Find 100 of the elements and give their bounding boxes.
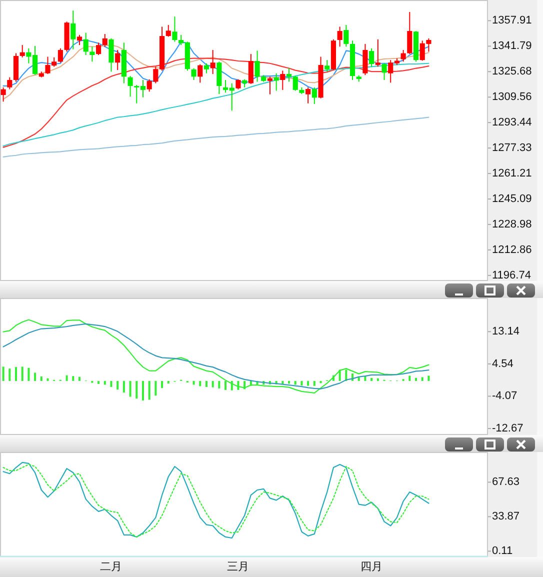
bar (415, 378, 417, 381)
x-tick-label: 二月 (100, 561, 122, 573)
candlestick (236, 78, 241, 90)
candlestick (108, 38, 114, 72)
y-tick-label: 1293.44 (492, 116, 532, 129)
y-tick-label: 1341.79 (492, 40, 532, 52)
candlestick (58, 48, 63, 64)
candlestick (306, 86, 311, 104)
candlestick (375, 38, 380, 68)
candlestick (20, 44, 25, 58)
line-series (2, 116, 430, 158)
bar (199, 380, 202, 386)
bar (15, 367, 17, 381)
candlestick (274, 72, 279, 92)
y-tick-label: 4.54 (492, 358, 514, 370)
y-tick-label: -12.67 (492, 422, 524, 435)
candlestick (324, 60, 330, 72)
candlestick (198, 64, 203, 84)
y-tick-label: 1309.56 (492, 91, 532, 104)
bar (8, 368, 11, 381)
y-tick-label: 1357.91 (492, 14, 532, 27)
bar (34, 372, 36, 381)
bar (28, 368, 30, 381)
candlestick (369, 48, 374, 68)
bar (300, 380, 303, 386)
y-tick-label: 0.11 (492, 545, 513, 558)
candlestick (267, 76, 273, 95)
bar (129, 380, 132, 397)
candlestick (286, 68, 292, 82)
candlestick (312, 86, 317, 104)
bar (364, 376, 366, 381)
candlestick (292, 76, 298, 92)
candlestick (115, 49, 120, 71)
bar (122, 380, 125, 393)
bar (294, 380, 296, 385)
bar (218, 380, 220, 388)
bar (98, 380, 100, 384)
candlestick (76, 34, 82, 46)
bar (136, 380, 138, 399)
y-tick-label: 67.63 (492, 476, 520, 488)
x-tick-label: 三月 (227, 561, 250, 573)
bar (154, 380, 157, 396)
candlestick (83, 32, 88, 56)
bar (72, 376, 74, 381)
y-tick-label: 33.87 (492, 510, 520, 523)
bar (116, 380, 119, 390)
candlestick (166, 24, 171, 38)
y-tick-label: 1277.33 (492, 142, 532, 154)
bar (408, 376, 411, 381)
candlestick (7, 76, 12, 90)
y-tick-label: 1212.86 (492, 244, 532, 256)
bar (421, 377, 424, 381)
bar (142, 380, 144, 400)
candlestick (400, 49, 406, 62)
candlestick (344, 24, 349, 48)
candlestick (216, 61, 222, 95)
bar (370, 378, 373, 381)
bar (313, 380, 316, 386)
bar (66, 375, 68, 381)
candlestick (407, 12, 412, 55)
candlestick (204, 62, 210, 74)
candlestick (254, 50, 260, 82)
bar (40, 376, 42, 381)
bar (2, 366, 4, 381)
candlestick (382, 62, 387, 80)
bar (428, 376, 430, 381)
candlestick (280, 70, 286, 90)
y-tick-label: 1196.74 (492, 269, 531, 282)
bar (21, 366, 24, 381)
y-tick-label: 1228.98 (492, 218, 532, 230)
candlestick (96, 42, 102, 56)
candlestick (337, 26, 342, 48)
y-tick-label: 13.14 (492, 326, 520, 338)
candlestick (248, 54, 254, 84)
bar (104, 380, 106, 385)
bar (205, 380, 208, 387)
bar (161, 380, 164, 388)
candlestick (172, 16, 178, 42)
y-tick-label: 1261.21 (492, 168, 532, 180)
bar (307, 380, 310, 386)
bar (224, 380, 227, 390)
candlestick (90, 46, 95, 62)
candlestick (0, 86, 6, 102)
candlestick (102, 33, 108, 48)
candlestick (362, 43, 368, 76)
bar (46, 378, 49, 381)
candlestick (128, 76, 133, 98)
candlestick (191, 68, 196, 80)
y-tick-label: -4.07 (492, 390, 518, 402)
y-tick-label: 1245.09 (492, 192, 532, 205)
bar (78, 376, 80, 381)
bar (110, 380, 112, 387)
bar (212, 380, 214, 388)
bar (192, 380, 195, 385)
y-tick-label: 1325.68 (492, 66, 532, 78)
candlestick (210, 49, 216, 74)
bar (288, 380, 290, 384)
bar (148, 380, 150, 400)
bar (282, 380, 284, 384)
bar (167, 380, 170, 384)
